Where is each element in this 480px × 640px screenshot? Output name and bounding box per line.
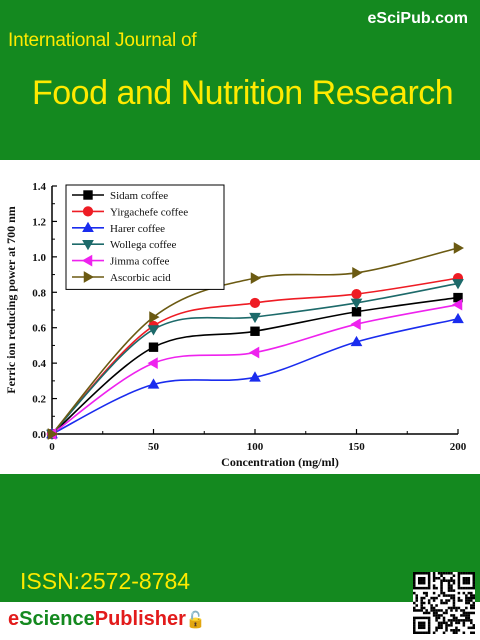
journal-title-line1: International Journal of xyxy=(8,30,197,51)
reducing-power-chart: 0.0 0.2 0.4 0.6 0.8 1.0 1.2 1.4 0 50 100 150 200 Sid… xyxy=(0,160,480,474)
legend-swatch-marker xyxy=(82,239,94,251)
issn-number: ISSN:2572-8784 xyxy=(20,568,191,594)
legend-label: Ascorbic acid xyxy=(110,272,171,284)
x-tick-label: 0 xyxy=(49,441,55,453)
x-tick-label: 100 xyxy=(247,441,264,453)
chart-ticks: 0.0 0.2 0.4 0.6 0.8 1.0 1.2 1.4 0 50 100 150 200 xyxy=(32,181,467,453)
x-axis-label: Concentration (mg/ml) xyxy=(221,455,339,469)
series-2-point-3 xyxy=(350,335,363,347)
publisher-logo: eSciencePublisher🔓 xyxy=(8,608,206,631)
y-tick-label: 0.0 xyxy=(32,429,46,441)
series-5-point-2 xyxy=(250,272,262,284)
series-5-point-4 xyxy=(453,242,465,254)
legend-swatch-marker xyxy=(83,190,93,200)
journal-title-line2: Food and Nutrition Research xyxy=(32,74,454,112)
series-3-point-3 xyxy=(350,298,363,309)
y-tick-label: 1.2 xyxy=(32,216,46,228)
legend-label: Harer coffee xyxy=(110,223,165,235)
legend-label: Yirgachefe coffee xyxy=(110,206,188,218)
y-tick-label: 1.0 xyxy=(32,252,46,264)
legend-label: Wollega coffee xyxy=(110,239,177,251)
legend-swatch-marker xyxy=(82,221,94,233)
y-tick-label: 0.4 xyxy=(32,358,46,370)
series-0-point-2 xyxy=(250,326,260,336)
legend-swatch-marker xyxy=(82,206,94,217)
brand-url: eSciPub.com xyxy=(367,10,468,27)
cover-top-band xyxy=(0,0,480,160)
legend-label: Jimma coffee xyxy=(110,256,169,268)
series-1-point-2 xyxy=(249,297,261,309)
series-3-point-2 xyxy=(249,312,261,324)
x-tick-label: 50 xyxy=(148,441,160,453)
series-2-point-2 xyxy=(249,371,261,382)
series-5-point-0 xyxy=(47,428,59,440)
y-tick-label: 0.2 xyxy=(32,394,46,406)
y-tick-label: 0.8 xyxy=(32,287,46,299)
y-tick-label: 1.4 xyxy=(32,181,46,193)
legend-box xyxy=(65,184,225,290)
publisher-strip xyxy=(0,602,480,640)
legend-swatch-marker xyxy=(83,271,95,283)
series-3-point-1 xyxy=(147,325,160,336)
series-2-point-1 xyxy=(147,378,160,389)
lock-icon: 🔓 xyxy=(185,612,206,629)
series-5-point-3 xyxy=(352,266,363,279)
x-tick-label: 150 xyxy=(348,441,365,453)
series-4-point-2 xyxy=(248,346,260,359)
qr-code-icon[interactable] xyxy=(413,572,475,634)
series-2-point-4 xyxy=(452,312,464,324)
x-tick-label: 200 xyxy=(450,441,467,453)
legend-label: Sidam coffee xyxy=(110,190,168,202)
publisher-suffix: Publisher xyxy=(94,608,186,630)
series-0-point-1 xyxy=(148,342,159,352)
series-4-point-3 xyxy=(350,318,361,331)
series-1-point-3 xyxy=(351,288,362,300)
chart-legend: Sidam coffee Yirgachefe coffee Harer coffe… xyxy=(65,184,225,290)
y-axis-label: Ferric ion reducing power at 700 nm xyxy=(4,206,18,394)
series-4-point-1 xyxy=(147,357,158,370)
publisher-prefix: e xyxy=(8,608,20,630)
series-3-point-4 xyxy=(452,279,464,290)
chart-series-markers xyxy=(45,242,465,441)
publisher-middle: Science xyxy=(19,608,95,630)
series-5-point-1 xyxy=(149,311,160,323)
y-tick-label: 0.6 xyxy=(32,323,46,335)
legend-swatch-marker xyxy=(81,254,93,267)
series-4-point-4 xyxy=(451,298,463,311)
